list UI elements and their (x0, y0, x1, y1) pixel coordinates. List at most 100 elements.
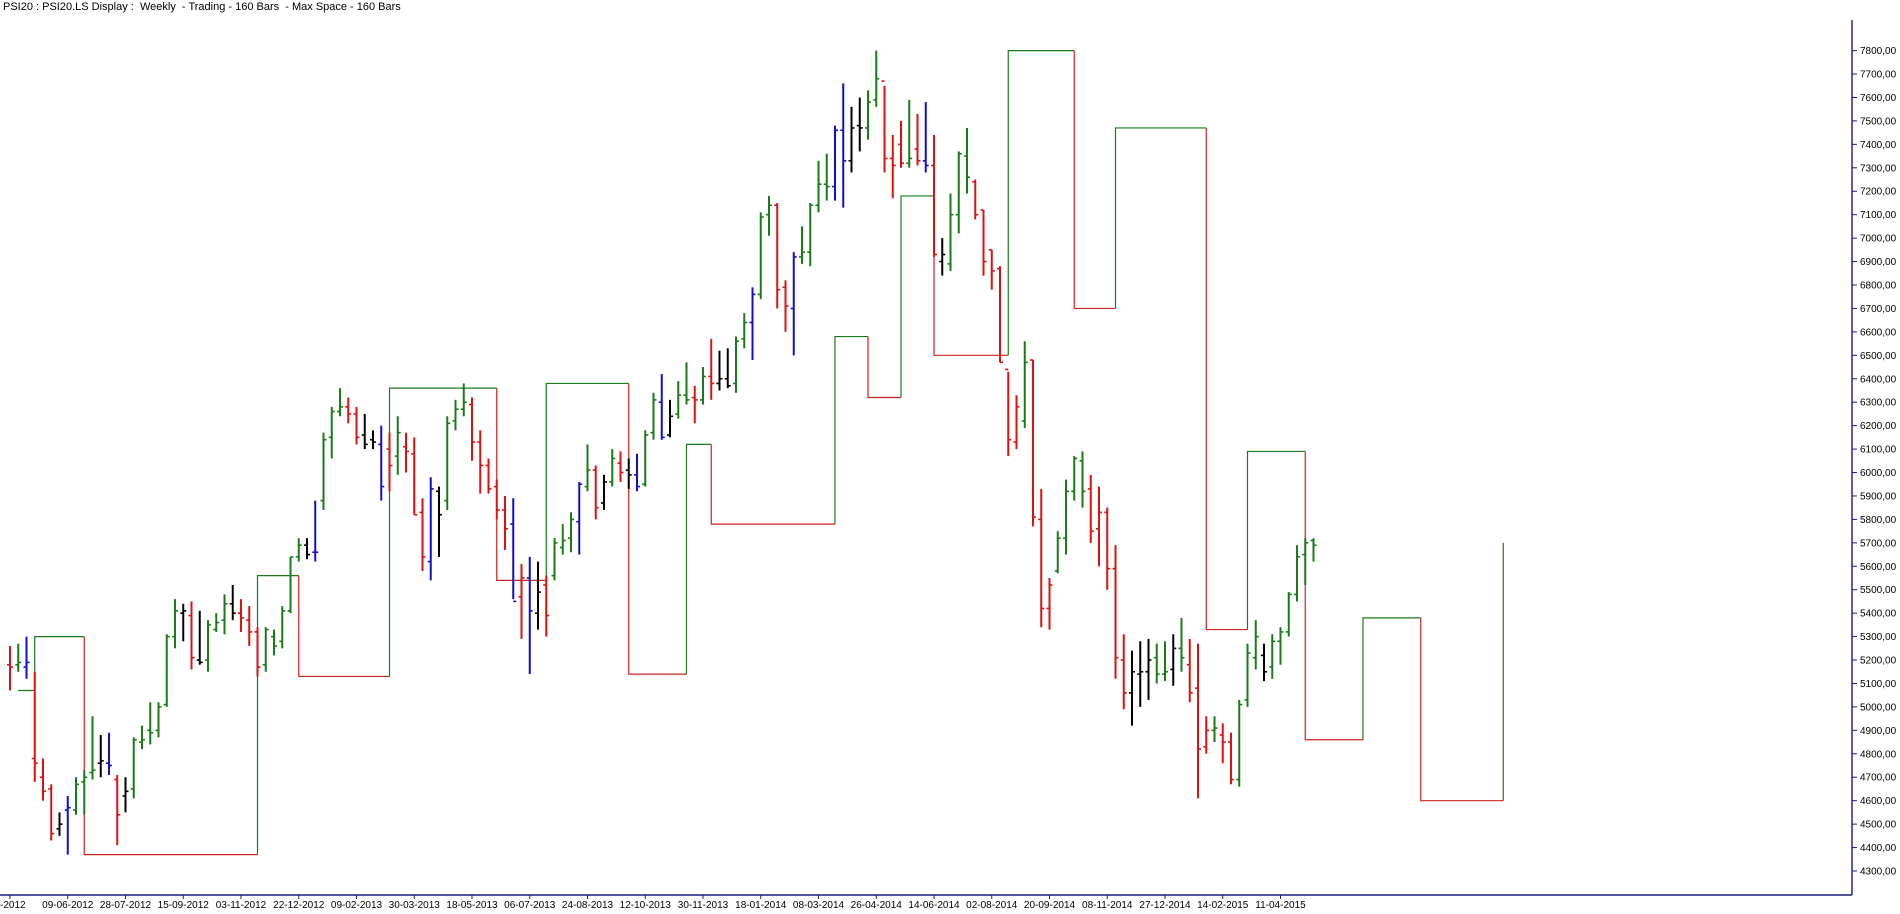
ohlc-bar-19 (163, 634, 170, 707)
ohlc-bar-11 (97, 735, 104, 778)
y-tick-label: 5700,00 (1860, 538, 1897, 549)
ohlc-bar-17 (147, 702, 154, 745)
ohlc-bar-53 (444, 416, 451, 511)
x-tick-label: 24-08-2013 (562, 900, 614, 911)
ohlc-bar-82 (683, 362, 690, 405)
y-tick-label: 5000,00 (1860, 702, 1897, 713)
ohlc-bar-149 (1236, 699, 1243, 787)
ohlc-bar-111 (922, 102, 929, 173)
swing-line-6 (496, 388, 547, 581)
ohlc-bar-21 (180, 603, 187, 642)
y-tick-label: 7500,00 (1860, 116, 1897, 127)
ohlc-bar-139 (1153, 643, 1160, 684)
ohlc-bar-153 (1269, 634, 1276, 679)
y-tick-label: 5100,00 (1860, 679, 1897, 690)
ohlc-bar-118 (980, 209, 987, 276)
ohlc-bar-14 (122, 777, 129, 813)
ohlc-bar-146 (1211, 716, 1218, 743)
y-tick-label: 6900,00 (1860, 257, 1897, 268)
ohlc-bar-50 (419, 498, 426, 571)
swing-line-4 (298, 575, 390, 678)
ohlc-bar-132 (1096, 486, 1102, 567)
swing-line-3 (256, 575, 299, 855)
ohlc-bar-39 (328, 406, 335, 459)
ohlc-bar-94 (782, 280, 789, 332)
ohlc-bar-150 (1244, 643, 1251, 707)
ohlc-bar-38 (320, 432, 327, 511)
ohlc-bar-59 (493, 479, 500, 520)
ohlc-bar-33 (279, 606, 286, 649)
ohlc-bar-81 (675, 381, 682, 419)
x-tick-label: 11-04-2015 (1255, 900, 1306, 911)
ohlc-bar-7 (64, 795, 71, 855)
ohlc-bar-62 (518, 563, 525, 639)
y-tick-label: 4600,00 (1860, 796, 1897, 807)
ohlc-bar-134 (1112, 545, 1119, 679)
ohlc-bar-102 (848, 106, 855, 173)
ohlc-bar-106 (881, 80, 888, 173)
ohlc-bar-6 (56, 812, 63, 836)
ohlc-bar-76 (634, 453, 640, 492)
swing-line-13 (900, 195, 934, 398)
y-tick-label: 5800,00 (1860, 515, 1897, 526)
ohlc-bar-69 (576, 481, 583, 555)
ohlc-bar-16 (139, 725, 145, 750)
swing-line-20 (1304, 451, 1363, 741)
ohlc-bar-0 (7, 645, 13, 691)
ohlc-bar-42 (353, 406, 360, 445)
chart-title: PSI20 : PSI20.LS Display : Weekly - Trad… (3, 1, 401, 13)
ohlc-bar-136 (1129, 650, 1135, 726)
y-tick-label: 5600,00 (1860, 562, 1897, 573)
y-tick-label: 4900,00 (1860, 726, 1897, 737)
ohlc-bar-158 (1310, 538, 1317, 562)
ohlc-bar-99 (823, 153, 830, 201)
ohlc-bar-121 (1005, 368, 1012, 457)
y-tick-label: 6300,00 (1860, 398, 1897, 409)
y-tick-label: 7100,00 (1860, 210, 1897, 221)
ohlc-bar-51 (427, 477, 434, 581)
ohlc-bar-151 (1252, 620, 1259, 670)
ohlc-bar-34 (287, 556, 294, 614)
ohlc-bar-123 (1021, 341, 1028, 428)
ohlc-bar-63 (526, 556, 533, 675)
ohlc-bar-47 (394, 416, 401, 475)
ohlc-bar-58 (485, 458, 492, 494)
ohlc-bar-86 (716, 350, 723, 391)
ohlc-bar-145 (1203, 716, 1210, 754)
ohlc-bar-71 (592, 465, 599, 520)
x-tick-label: 26-04-2014 (851, 900, 903, 911)
ohlc-bar-1 (15, 643, 22, 672)
ohlc-bar-138 (1145, 638, 1152, 700)
ohlc-bar-117 (972, 179, 979, 220)
ohlc-bar-15 (130, 737, 137, 799)
y-tick-label: 6400,00 (1860, 374, 1897, 385)
x-tick-label: 03-11-2012 (216, 900, 267, 911)
x-tick-label: 12-10-2013 (620, 900, 672, 911)
ohlc-bar-5 (48, 784, 55, 841)
ohlc-bar-155 (1285, 592, 1292, 637)
ohlc-bar-92 (766, 195, 772, 236)
ohlc-bar-98 (815, 160, 822, 213)
ohlc-bar-88 (733, 336, 739, 393)
y-tick-label: 6800,00 (1860, 281, 1897, 292)
ohlc-bar-65 (543, 575, 550, 637)
ohlc-bar-95 (790, 252, 797, 356)
x-axis-ticks: -2012 09-06-2012 28-07-2012 15-09-2012 03-11… (0, 895, 1306, 911)
swing-line-14 (933, 195, 1009, 356)
x-tick-label: 18-05-2013 (446, 900, 498, 911)
ohlc-bar-152 (1261, 643, 1267, 682)
y-tick-label: 4500,00 (1860, 820, 1897, 831)
ohlc-bar-72 (601, 474, 607, 511)
ohlc-bar-141 (1170, 634, 1177, 686)
ohlc-bar-75 (625, 458, 632, 489)
ohlc-bar-37 (312, 500, 319, 562)
ohlc-bar-18 (155, 702, 162, 738)
ohlc-bar-143 (1186, 638, 1193, 703)
ohlc-bar-148 (1228, 732, 1234, 785)
ohlc-bar-31 (262, 627, 269, 672)
ohlc-bar-103 (856, 97, 863, 152)
y-tick-label: 5500,00 (1860, 585, 1897, 596)
swing-line-11 (834, 335, 868, 525)
ohlc-bar-110 (914, 113, 921, 166)
